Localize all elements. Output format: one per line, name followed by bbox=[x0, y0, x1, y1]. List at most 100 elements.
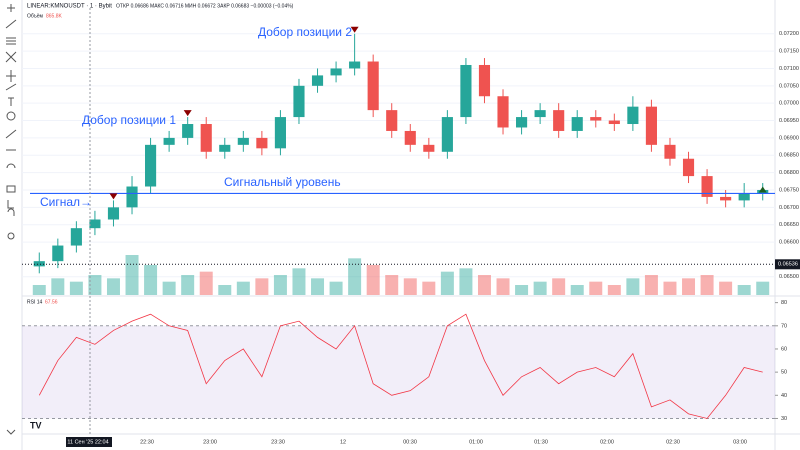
candle-body bbox=[367, 61, 379, 111]
price-tick-label: 0.07000 bbox=[779, 101, 799, 107]
candle-body bbox=[701, 176, 713, 197]
volume-bar bbox=[181, 275, 195, 295]
volume-bar bbox=[440, 271, 454, 295]
price-tick-label: 0.06900 bbox=[779, 135, 799, 141]
time-label: 12 bbox=[340, 439, 346, 445]
volume-bar bbox=[292, 268, 306, 295]
candle-body bbox=[553, 110, 565, 131]
entry-marker bbox=[109, 193, 118, 200]
volume-bar bbox=[218, 285, 232, 295]
candle-body bbox=[293, 85, 305, 118]
current-price-label: 0.06536 bbox=[778, 262, 798, 268]
volume-bar bbox=[700, 275, 714, 295]
ohlc-values: ОТКР 0.06686 МАКС 0.06716 МИН 0.06672 ЗА… bbox=[116, 3, 294, 9]
price-tick-label: 0.06800 bbox=[779, 170, 799, 176]
candle-body bbox=[571, 117, 583, 131]
rsi-tick-label: 40 bbox=[781, 393, 787, 399]
rsi-tick-label: 50 bbox=[781, 370, 787, 376]
volume-bar bbox=[255, 278, 269, 295]
volume-bar bbox=[756, 281, 770, 295]
candle-body bbox=[404, 130, 416, 145]
volume-bar bbox=[106, 278, 120, 295]
price-tick-label: 0.06750 bbox=[779, 187, 799, 193]
candle-body bbox=[89, 219, 101, 229]
volume-bar bbox=[69, 281, 83, 295]
annotation: Добор позиции 1 bbox=[82, 113, 176, 127]
volume-bar bbox=[477, 275, 491, 295]
candle-body bbox=[311, 75, 324, 86]
volume-bar bbox=[552, 278, 566, 295]
candle-body bbox=[274, 117, 286, 149]
candle-body bbox=[200, 124, 212, 152]
candle-body bbox=[460, 64, 472, 118]
volume-bar bbox=[682, 278, 696, 295]
candle-body bbox=[534, 110, 546, 118]
volume-bar bbox=[719, 281, 733, 295]
candle-body bbox=[386, 110, 398, 131]
volume-bar bbox=[515, 285, 529, 295]
volume-bar bbox=[607, 285, 621, 295]
candle-body bbox=[126, 186, 138, 208]
volume-bar bbox=[737, 285, 751, 295]
candle-body bbox=[720, 196, 732, 201]
rsi-tick-label: 70 bbox=[781, 323, 787, 329]
time-label: 11 Сен '25 22:04 bbox=[67, 439, 108, 445]
time-label: 00:30 bbox=[403, 439, 417, 445]
volume-label: Объём bbox=[27, 13, 43, 19]
volume-bar bbox=[366, 265, 380, 295]
volume-bar bbox=[589, 281, 603, 295]
tv-logo: TV bbox=[30, 420, 42, 430]
candle-body bbox=[738, 193, 750, 201]
volume-value: 865.8K bbox=[46, 13, 63, 19]
time-label: 03:00 bbox=[733, 439, 747, 445]
rsi-tick-label: 80 bbox=[781, 300, 787, 306]
volume-bar bbox=[32, 285, 46, 295]
candle-body bbox=[497, 96, 509, 128]
volume-bar bbox=[626, 278, 640, 295]
volume-bar bbox=[422, 281, 436, 295]
candle-body bbox=[70, 228, 82, 246]
price-tick-label: 0.07100 bbox=[779, 66, 799, 72]
current-price-tag bbox=[775, 259, 800, 270]
candle-body bbox=[441, 117, 453, 152]
tool-icons[interactable] bbox=[5, 4, 17, 435]
price-tick-label: 0.06950 bbox=[779, 118, 799, 124]
entry-marker bbox=[183, 110, 192, 117]
candle-body bbox=[590, 117, 602, 121]
time-label: 23:30 bbox=[271, 439, 285, 445]
candle-body bbox=[349, 61, 361, 69]
candle-body bbox=[645, 106, 657, 145]
price-tick-label: 0.06600 bbox=[779, 240, 799, 246]
candle-body bbox=[52, 245, 64, 262]
volume-bar bbox=[348, 258, 362, 295]
annotation: Добор позиции 2 bbox=[258, 25, 352, 39]
price-tick-label: 0.07050 bbox=[779, 83, 799, 89]
candle-body bbox=[423, 144, 435, 152]
volume-bar bbox=[533, 281, 547, 295]
candle-body bbox=[182, 124, 194, 138]
rsi-value: 67.56 bbox=[45, 299, 58, 305]
price-tick-label: 0.06700 bbox=[779, 205, 799, 211]
candle-body bbox=[627, 106, 639, 125]
volume-bar bbox=[663, 281, 677, 295]
rsi-tick-label: 60 bbox=[781, 346, 787, 352]
time-label: 01:00 bbox=[469, 439, 483, 445]
annotation: Сигнал→ bbox=[40, 195, 92, 209]
volume-bar bbox=[162, 281, 176, 295]
volume-bar bbox=[236, 281, 250, 295]
candle-body bbox=[478, 64, 491, 97]
volume-bar bbox=[644, 275, 658, 295]
price-tick-label: 0.06850 bbox=[779, 153, 799, 159]
rsi-band bbox=[22, 325, 775, 419]
volume-bar bbox=[311, 278, 325, 295]
price-tick-label: 0.06500 bbox=[779, 274, 799, 280]
candle-body bbox=[608, 120, 620, 125]
volume-bar bbox=[329, 281, 343, 295]
price-tick-label: 0.07200 bbox=[779, 31, 799, 37]
candle-body bbox=[145, 144, 157, 187]
candle-body bbox=[256, 137, 268, 149]
rsi-line bbox=[38, 313, 763, 419]
price-tick-label: 0.06650 bbox=[779, 222, 799, 228]
entry-marker bbox=[350, 26, 359, 33]
volume-bar bbox=[88, 275, 102, 295]
